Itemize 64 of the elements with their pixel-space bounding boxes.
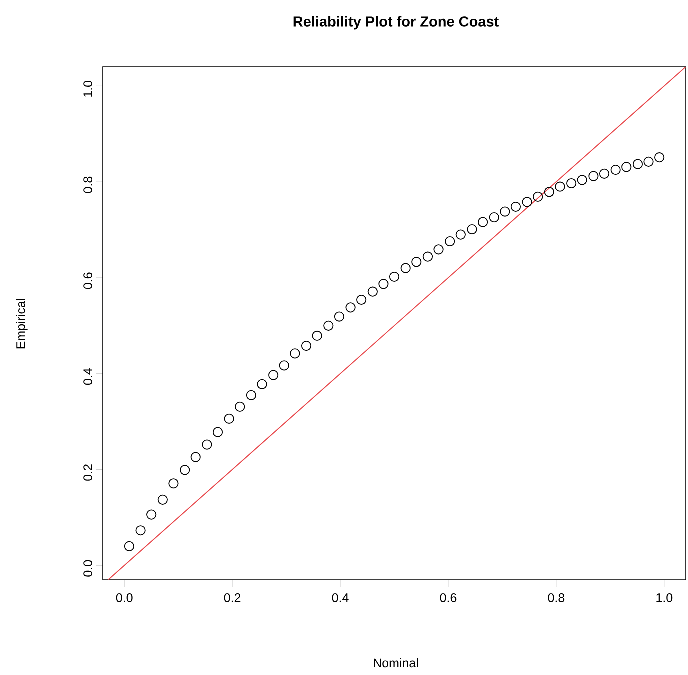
chart-title: Reliability Plot for Zone Coast: [294, 16, 499, 30]
point: [312, 330, 322, 342]
point: [180, 465, 190, 476]
point: [356, 294, 367, 306]
point: [644, 156, 654, 167]
point: [290, 348, 300, 359]
x-tick-label: 0.8: [548, 594, 565, 602]
y-tick-label: 0.8: [84, 176, 92, 194]
x-tick-label: 0.0: [116, 594, 133, 602]
x-tick-label: 0.2: [224, 594, 241, 602]
y-tick-label: 0.6: [84, 272, 92, 290]
point: [478, 217, 488, 228]
x-axis-title: Nominal: [374, 658, 418, 668]
y-axis-title: Empirical: [16, 299, 28, 349]
point: [246, 390, 256, 400]
point: [346, 302, 356, 313]
point: [279, 360, 290, 371]
point: [301, 340, 312, 352]
point: [434, 244, 444, 255]
point: [368, 286, 378, 297]
point: [168, 478, 179, 489]
point: [654, 152, 665, 163]
point: [212, 427, 224, 438]
point: [588, 171, 599, 182]
point: [599, 168, 610, 179]
point: [124, 541, 134, 552]
point: [610, 165, 621, 176]
point: [510, 202, 522, 212]
point: [257, 379, 268, 390]
point: [577, 175, 588, 186]
point: [456, 230, 466, 240]
point: [522, 197, 532, 208]
y-tick-label: 0.2: [84, 464, 92, 481]
point: [445, 236, 456, 247]
point: [533, 192, 544, 202]
y-tick-label: 1.0: [84, 80, 92, 97]
point: [489, 212, 500, 223]
point: [467, 224, 478, 235]
y-tick-label: 0.4: [84, 368, 92, 386]
point: [632, 159, 644, 170]
point: [324, 320, 334, 331]
point: [544, 187, 554, 198]
point: [422, 252, 434, 262]
point: [146, 510, 157, 520]
point: [190, 452, 201, 462]
point: [389, 272, 400, 282]
point: [622, 162, 632, 172]
point: [400, 263, 411, 274]
point: [235, 402, 246, 412]
point: [500, 206, 510, 217]
x-tick-label: 1.0: [656, 594, 673, 602]
point: [334, 312, 344, 322]
point: [566, 178, 577, 189]
point: [268, 370, 279, 380]
point: [158, 494, 168, 505]
y-tick-label: 0.0: [84, 560, 92, 577]
x-tick-label: 0.6: [440, 594, 457, 602]
point: [202, 440, 212, 450]
point: [555, 182, 566, 192]
point: [136, 526, 146, 536]
point: [378, 279, 389, 290]
x-tick-label: 0.4: [332, 594, 349, 602]
point: [224, 414, 234, 424]
point: [412, 257, 422, 268]
